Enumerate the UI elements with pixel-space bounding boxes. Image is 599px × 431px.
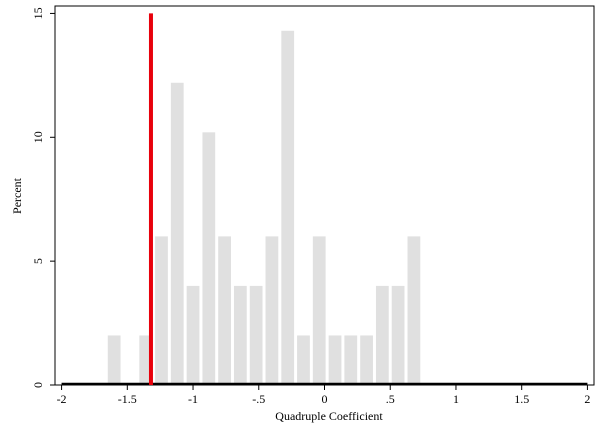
y-tick-label: 15	[31, 7, 45, 19]
bars-group	[107, 30, 421, 386]
x-tick-label: 0	[322, 392, 328, 406]
x-axis-title: Quadruple Coefficient	[275, 409, 383, 423]
y-axis-title: Percent	[10, 177, 24, 214]
histogram-bar	[344, 335, 358, 385]
histogram-bar	[218, 236, 231, 385]
x-tick-label: -1	[188, 392, 198, 406]
histogram-bar	[202, 132, 216, 385]
histogram-bar	[265, 236, 279, 385]
histogram-bar	[107, 335, 121, 385]
y-axis: 0 5 10 15	[31, 7, 55, 388]
x-tick-label: 1.5	[514, 392, 529, 406]
histogram-bar	[170, 82, 184, 386]
y-tick-label: 0	[31, 382, 45, 388]
histogram-bar	[186, 285, 200, 385]
histogram-bar	[249, 285, 263, 385]
histogram-bar	[233, 285, 247, 385]
x-tick-label: .5	[386, 392, 395, 406]
histogram-bar	[407, 236, 421, 385]
histogram-bar	[297, 335, 310, 385]
histogram-bar	[360, 335, 373, 385]
histogram-bar	[328, 335, 342, 385]
y-tick-label: 10	[31, 131, 45, 143]
x-tick-label: -1.5	[118, 392, 137, 406]
histogram-bar	[312, 236, 326, 385]
x-tick-label: -.5	[252, 392, 265, 406]
x-axis: -2 -1.5 -1 -.5 0 .5 1 1.5 2	[57, 385, 590, 406]
y-tick-label: 5	[31, 258, 45, 264]
x-tick-label: 2	[584, 392, 590, 406]
x-tick-label: 1	[453, 392, 459, 406]
histogram-bar	[139, 335, 153, 385]
histogram-bar	[281, 30, 295, 386]
histogram-bar	[391, 285, 405, 385]
x-tick-label: -2	[57, 392, 67, 406]
histogram-bar	[155, 236, 168, 385]
histogram-bar	[375, 285, 389, 385]
